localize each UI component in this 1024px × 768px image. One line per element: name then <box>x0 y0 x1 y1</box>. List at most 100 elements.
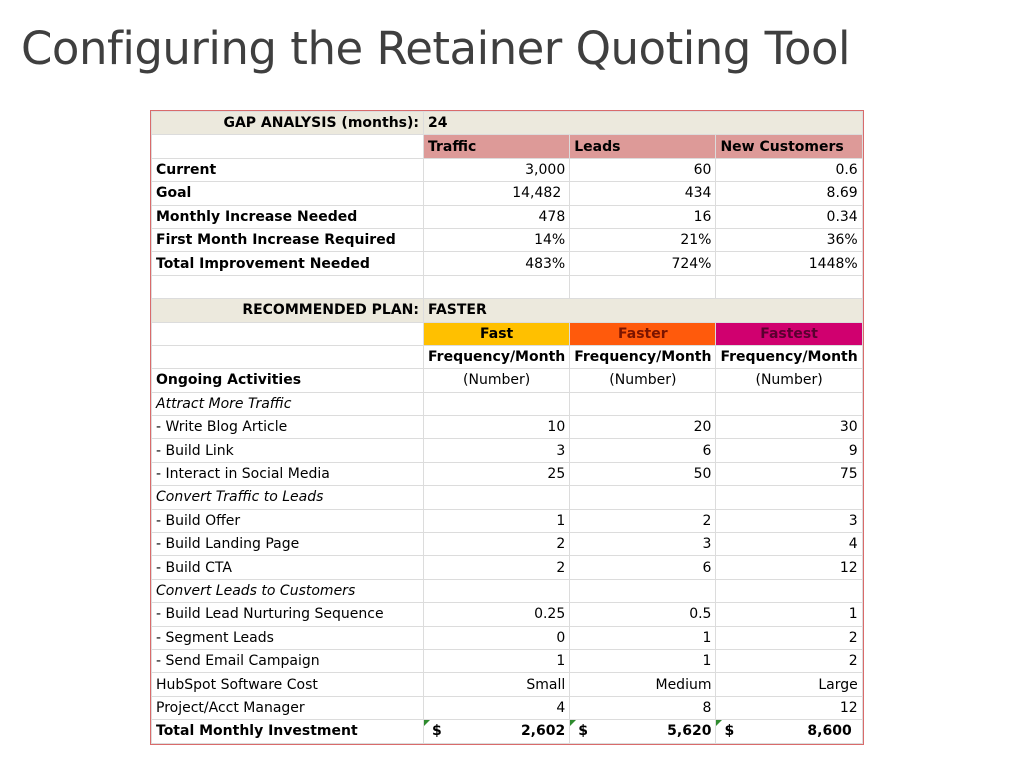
units-label: (Number) <box>569 368 717 393</box>
activity-label: - Build Landing Page <box>151 532 424 557</box>
activity-frequency-cell[interactable]: 12 <box>715 555 863 580</box>
quoting-table: GAP ANALYSIS (months): 24 Traffic Leads … <box>151 110 863 744</box>
activity-frequency-cell[interactable]: 75 <box>715 461 863 487</box>
activity-row: - Build Lead Nurturing Sequence 0.25 0.5 1 <box>151 602 863 627</box>
extra-row-cell[interactable]: 4 <box>422 695 571 721</box>
activity-frequency-cell[interactable]: 0 <box>422 625 571 650</box>
activity-label: - Build Lead Nurturing Sequence <box>151 602 424 627</box>
extra-row: HubSpot Software Cost Small Medium Large <box>151 672 863 697</box>
gap-header-row: Traffic Leads New Customers <box>151 134 863 159</box>
activity-frequency-cell[interactable]: 25 <box>422 461 571 487</box>
recommended-plan-row: RECOMMENDED PLAN: FASTER <box>151 298 863 323</box>
activity-row: - Write Blog Article 10 20 30 <box>151 415 863 440</box>
total-investment-faster[interactable]: $5,620 <box>569 719 717 744</box>
spacer-cell <box>151 274 424 300</box>
gap-cell[interactable]: 60 <box>569 157 717 183</box>
activity-frequency-cell[interactable]: 2 <box>715 648 863 674</box>
gap-cell[interactable]: 478 <box>422 204 571 229</box>
gap-cell[interactable]: 3,000 <box>422 157 571 183</box>
gap-header-traffic: Traffic <box>422 134 571 159</box>
section-blank-cell <box>715 578 863 604</box>
gap-header-new-customers: New Customers <box>715 134 863 159</box>
gap-cell[interactable]: 0.34 <box>715 204 863 229</box>
activity-frequency-cell[interactable]: 1 <box>569 625 717 650</box>
activity-row: - Build Link 3 6 9 <box>151 438 863 463</box>
extra-row-cell[interactable]: 12 <box>715 695 863 721</box>
section-header-row: Attract More Traffic <box>151 391 863 417</box>
gap-cell[interactable]: 1448% <box>715 251 863 276</box>
frequency-label: Frequency/Month <box>422 344 571 370</box>
activity-frequency-cell[interactable]: 3 <box>569 532 717 557</box>
spacer-cell <box>569 274 717 300</box>
activity-frequency-cell[interactable]: 50 <box>569 461 717 487</box>
tier-header-row: Fast Faster Fastest <box>151 321 863 346</box>
activity-frequency-cell[interactable]: 3 <box>422 438 571 463</box>
gap-row-first-month: First Month Increase Required 14% 21% 36… <box>151 227 863 253</box>
gap-cell[interactable]: 483% <box>422 251 571 276</box>
activity-frequency-cell[interactable]: 0.5 <box>569 602 717 627</box>
recommended-plan-value[interactable]: FASTER <box>423 298 863 323</box>
gap-cell[interactable]: 0.6 <box>715 157 863 183</box>
activity-frequency-cell[interactable]: 3 <box>715 508 863 534</box>
activity-frequency-cell[interactable]: 4 <box>715 532 863 557</box>
activity-frequency-cell[interactable]: 1 <box>422 648 571 674</box>
section-title: Convert Leads to Customers <box>151 578 424 604</box>
gap-header-blank <box>151 134 424 159</box>
frequency-label: Frequency/Month <box>715 344 863 370</box>
activity-frequency-cell[interactable]: 9 <box>715 438 863 463</box>
total-investment-row: Total Monthly Investment $2,602 $5,620 $… <box>151 719 863 744</box>
activity-frequency-cell[interactable]: 2 <box>422 555 571 580</box>
gap-cell[interactable]: 724% <box>569 251 717 276</box>
activity-row: - Send Email Campaign 1 1 2 <box>151 648 863 674</box>
extra-row-label: Project/Acct Manager <box>151 695 424 721</box>
extra-row-label: HubSpot Software Cost <box>151 672 424 697</box>
activity-frequency-cell[interactable]: 20 <box>569 415 717 440</box>
quoting-table-body: GAP ANALYSIS (months): 24 Traffic Leads … <box>151 110 863 744</box>
activity-label: - Interact in Social Media <box>151 461 424 487</box>
section-blank-cell <box>569 391 717 417</box>
section-blank-cell <box>715 391 863 417</box>
activity-frequency-cell[interactable]: 1 <box>715 602 863 627</box>
section-header-row: Convert Traffic to Leads <box>151 485 863 510</box>
gap-row-total-improvement: Total Improvement Needed 483% 724% 1448% <box>151 251 863 276</box>
currency-symbol: $ <box>578 723 588 740</box>
extra-row-cell[interactable]: 8 <box>569 695 717 721</box>
section-blank-cell <box>715 485 863 510</box>
currency-symbol: $ <box>724 723 735 740</box>
gap-row-goal: Goal 14,482 434 8.69 <box>151 181 863 206</box>
gap-cell[interactable]: 36% <box>715 227 863 253</box>
slide-title: Configuring the Retainer Quoting Tool <box>21 22 851 75</box>
gap-row-current: Current 3,000 60 0.6 <box>151 157 863 183</box>
extra-row-cell[interactable]: Small <box>422 672 571 697</box>
total-amount: 8,600 <box>807 723 852 740</box>
activity-frequency-cell[interactable]: 2 <box>715 625 863 650</box>
section-blank-cell <box>422 578 571 604</box>
section-title: Convert Traffic to Leads <box>151 485 424 510</box>
gap-row-monthly-increase: Monthly Increase Needed 478 16 0.34 <box>151 204 863 229</box>
activity-frequency-cell[interactable]: 6 <box>569 555 717 580</box>
extra-row-cell[interactable]: Medium <box>569 672 717 697</box>
activity-frequency-cell[interactable]: 1 <box>569 648 717 674</box>
activity-frequency-cell[interactable]: 10 <box>422 415 571 440</box>
gap-analysis-months[interactable]: 24 <box>423 110 863 136</box>
activity-frequency-cell[interactable]: 6 <box>569 438 717 463</box>
extra-row-cell[interactable]: Large <box>715 672 863 697</box>
quoting-spreadsheet: GAP ANALYSIS (months): 24 Traffic Leads … <box>150 110 864 745</box>
activity-frequency-cell[interactable]: 2 <box>569 508 717 534</box>
gap-cell[interactable]: 8.69 <box>715 181 863 206</box>
tier-header-blank <box>151 321 424 346</box>
activity-frequency-cell[interactable]: 2 <box>422 532 571 557</box>
gap-cell[interactable]: 434 <box>569 181 717 206</box>
activity-frequency-cell[interactable]: 30 <box>715 415 863 440</box>
gap-cell[interactable]: 14% <box>422 227 571 253</box>
gap-cell[interactable]: 14,482 <box>422 181 571 206</box>
activity-frequency-cell[interactable]: 0.25 <box>422 602 571 627</box>
gap-cell[interactable]: 21% <box>569 227 717 253</box>
gap-cell[interactable]: 16 <box>569 204 717 229</box>
activity-frequency-cell[interactable]: 1 <box>422 508 571 534</box>
activity-row: - Build Landing Page 2 3 4 <box>151 532 863 557</box>
total-investment-fastest[interactable]: $8,600 <box>715 719 863 744</box>
total-investment-fast[interactable]: $2,602 <box>422 719 571 744</box>
activity-label: - Segment Leads <box>151 625 424 650</box>
activity-row: - Build Offer 1 2 3 <box>151 508 863 534</box>
